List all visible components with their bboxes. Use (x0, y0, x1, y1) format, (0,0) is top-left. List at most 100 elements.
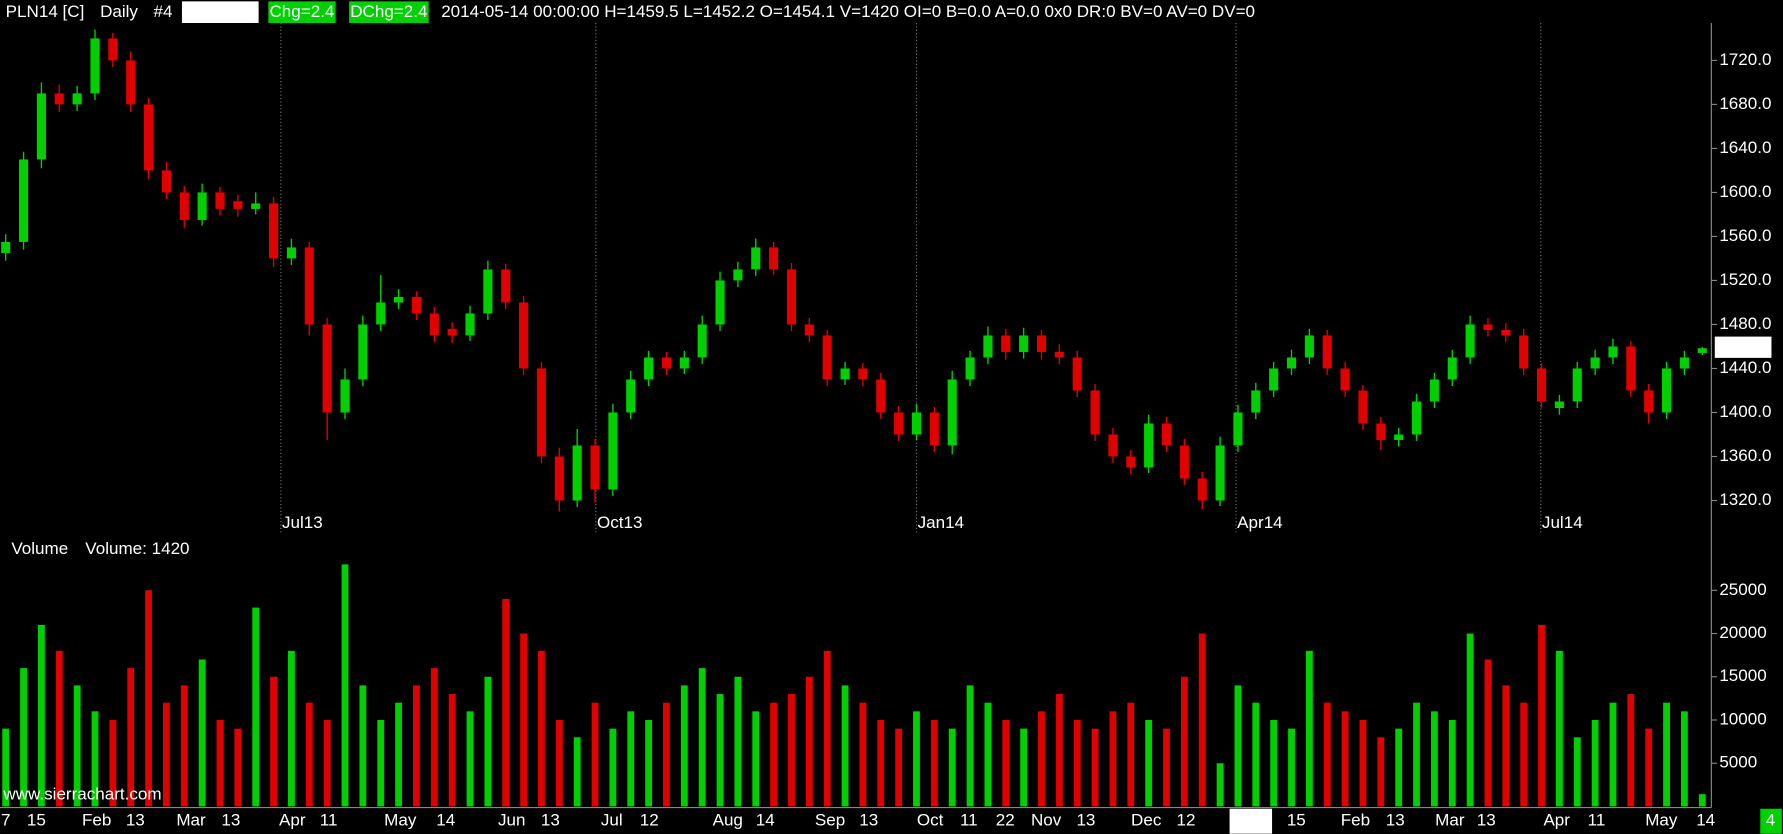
volume-bar (1627, 694, 1635, 807)
x-tick-label: Jun (498, 811, 526, 830)
volume-bar (859, 702, 867, 807)
candle-body (947, 379, 957, 446)
candle-body (1501, 329, 1511, 336)
candle-body (90, 38, 100, 94)
candle-body (1001, 335, 1011, 352)
candle-body (519, 302, 529, 369)
volume-bar (1484, 659, 1492, 807)
candle-body (608, 412, 618, 490)
volume-bar (1591, 719, 1599, 807)
candle-body (465, 313, 475, 336)
y-tick-label: 1720.0 (1719, 50, 1771, 69)
x-tick-label: 11 (960, 811, 978, 830)
volume-bar (413, 685, 420, 807)
volume-bar (234, 728, 242, 807)
volume-bar (538, 650, 545, 807)
volume-bar (1538, 624, 1545, 807)
volume-bar (913, 711, 920, 807)
y-tick-label: 1640.0 (1719, 138, 1771, 157)
x-tick-label: 13 (1076, 811, 1095, 830)
candle-body (1536, 368, 1547, 402)
volume-bar (823, 650, 831, 807)
candle-body (1108, 434, 1118, 457)
candle-body (1, 241, 11, 253)
candle-body (358, 324, 368, 380)
x-label-highlight (1229, 808, 1273, 834)
candle-body (1590, 357, 1600, 369)
volume-bar (395, 702, 402, 807)
x-tick-label: 12 (640, 811, 659, 830)
candle-body (197, 192, 207, 220)
y-tick-label: 1400.0 (1719, 402, 1771, 421)
volume-bar (734, 676, 742, 807)
volume-bar (1002, 719, 1010, 807)
x-tick-label: Sep (815, 811, 845, 830)
candle-body (1215, 445, 1225, 501)
candle-body (322, 324, 332, 413)
volume-bar (698, 668, 706, 807)
candle-body (1376, 423, 1386, 440)
candle-body (286, 247, 296, 259)
volume-bar (466, 711, 474, 807)
volume-bar (1466, 633, 1474, 807)
candle-body (1269, 368, 1279, 391)
x-tick-label: 15 (27, 811, 46, 830)
volume-bar (663, 702, 670, 807)
candle-body (1679, 357, 1689, 369)
volume-bar (323, 719, 331, 807)
volume-tick-label: 25000 (1719, 580, 1766, 599)
volume-tick-label: 15000 (1719, 666, 1766, 685)
volume-bar (1198, 633, 1206, 807)
x-tick-label: Apr (279, 811, 306, 830)
volume-bar (1020, 728, 1028, 807)
corner-label: 4 (1766, 811, 1775, 830)
candle-body (376, 302, 386, 325)
x-tick-label: Jul (601, 811, 623, 830)
volume-bar (627, 711, 635, 807)
candle-body (304, 247, 314, 325)
y-tick-label: 1480.0 (1719, 314, 1771, 333)
last-price-box (1714, 336, 1772, 358)
volume-bar (1413, 702, 1420, 807)
volume-bar (2, 728, 10, 807)
candle-body (251, 203, 261, 209)
volume-bar (359, 685, 367, 807)
candle-body (1054, 351, 1064, 358)
candle-body (840, 368, 850, 380)
volume-value: Volume: 1420 (85, 539, 189, 558)
volume-bar (1341, 711, 1349, 807)
y-tick-label: 1360.0 (1719, 446, 1771, 465)
volume-bar (1234, 685, 1242, 807)
y-tick-label: 1440.0 (1719, 358, 1771, 377)
candle-body (965, 357, 975, 380)
candle-body (1411, 401, 1422, 435)
candle-body (1394, 434, 1404, 440)
candle-body (858, 368, 868, 380)
candle-body (1483, 324, 1493, 330)
candle-body (108, 38, 118, 61)
volume-bar (984, 702, 992, 807)
volume-bar (163, 702, 170, 807)
candle-body (233, 201, 243, 209)
candle-body (1322, 335, 1332, 369)
candle-body (572, 445, 582, 501)
volume-bar (1359, 719, 1367, 807)
volume-bar (20, 668, 27, 807)
candle-body (1661, 368, 1672, 413)
volume-bar (716, 694, 724, 807)
x-tick-label: Nov (1031, 811, 1062, 830)
volume-bar (73, 685, 81, 807)
candle-body (340, 379, 350, 413)
volume-bar (930, 719, 938, 807)
y-tick-label: 1560.0 (1719, 226, 1771, 245)
volume-bar (1698, 794, 1706, 807)
header-text: PLN14 [C] (6, 2, 85, 21)
header-badge (268, 1, 336, 23)
x-tick-label: 14 (436, 811, 455, 830)
candle-body (626, 379, 636, 413)
candle-body (876, 379, 886, 413)
volume-bar (1663, 702, 1670, 807)
volume-bar (288, 650, 295, 807)
candle-body (1179, 445, 1189, 479)
candle-body (769, 247, 779, 270)
